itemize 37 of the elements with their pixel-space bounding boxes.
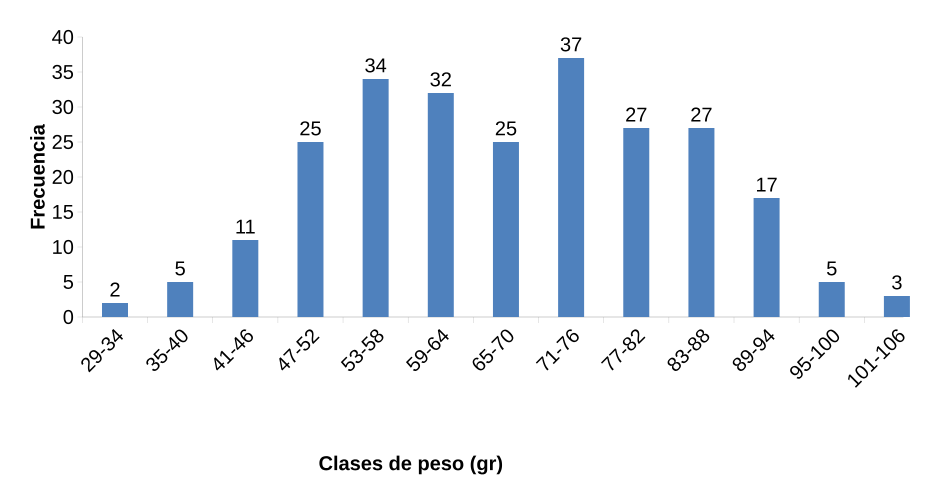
- data-label: 27: [691, 108, 712, 122]
- y-axis-title: Frecuencia: [30, 124, 45, 228]
- bar: [232, 240, 258, 317]
- data-label: 5: [175, 262, 185, 276]
- bar: [297, 142, 324, 317]
- y-tick-label: 15: [53, 205, 74, 219]
- data-label: 11: [236, 220, 255, 234]
- data-label: 2: [110, 282, 120, 296]
- data-label: 34: [365, 58, 386, 72]
- bar: [884, 296, 910, 317]
- y-tick-label: 10: [53, 240, 74, 254]
- data-label: 3: [892, 275, 902, 290]
- bar: [754, 198, 780, 317]
- x-axis-title: Clases de peso (gr): [319, 456, 502, 474]
- y-tick-label: 20: [52, 170, 74, 184]
- y-tick-label: 30: [52, 100, 74, 114]
- data-label: 5: [826, 262, 836, 276]
- y-tick-label: 35: [52, 64, 74, 80]
- bar: [492, 142, 519, 317]
- bar: [558, 58, 584, 317]
- data-label: 25: [300, 121, 321, 136]
- bar: [623, 128, 650, 317]
- y-tick-label: 5: [64, 275, 74, 289]
- bar: [818, 282, 845, 317]
- bar: [167, 282, 194, 317]
- data-label: 17: [756, 178, 777, 192]
- bar: [688, 128, 714, 317]
- y-tick-label: 25: [52, 134, 74, 150]
- bar: [102, 303, 128, 317]
- data-label: 25: [496, 121, 516, 136]
- data-label: 37: [560, 37, 582, 52]
- data-label: 32: [430, 72, 451, 86]
- data-label: 27: [626, 108, 646, 122]
- bar: [362, 79, 389, 317]
- bar: [428, 93, 454, 317]
- y-tick-label: 0: [64, 310, 74, 324]
- y-tick-label: 40: [52, 30, 74, 44]
